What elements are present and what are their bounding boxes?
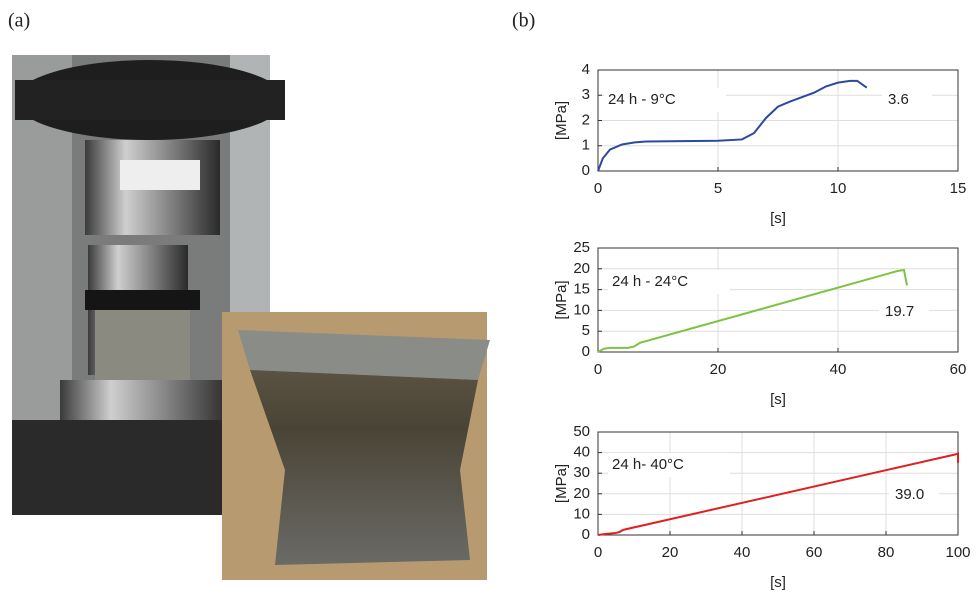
peak-label: 39.0	[895, 486, 924, 503]
annotation-box	[882, 88, 932, 112]
y-tick-label: 0	[582, 162, 590, 179]
y-tick-label: 30	[573, 464, 590, 481]
annotation-box	[879, 300, 929, 324]
data-line	[597, 452, 959, 536]
x-tick-label: 5	[714, 180, 722, 197]
annotation-box	[604, 88, 726, 112]
x-axis-label: [s]	[770, 391, 786, 408]
data-line	[597, 268, 908, 353]
x-tick-label: 80	[878, 544, 895, 561]
y-axis-label: [MPa]	[553, 464, 570, 503]
annotation: 24 h - 9°C	[608, 91, 676, 108]
y-tick-label: 15	[573, 281, 590, 298]
panel-label: (a)	[8, 10, 30, 32]
x-tick-label: 10	[830, 180, 847, 197]
y-axis-label: [MPa]	[553, 280, 570, 319]
y-tick-label: 10	[573, 301, 590, 318]
x-tick-label: 20	[662, 544, 679, 561]
x-tick-label: 0	[594, 180, 602, 197]
x-tick-label: 0	[594, 544, 602, 561]
y-tick-label: 2	[582, 111, 590, 128]
data-line	[597, 79, 868, 172]
axes-box	[597, 247, 959, 353]
y-tick-label: 1	[582, 137, 590, 154]
annotation: 24 h- 40°C	[612, 456, 684, 473]
y-tick-label: 50	[573, 423, 590, 440]
axes-box	[597, 431, 959, 536]
y-tick-label: 0	[582, 526, 590, 543]
x-axis-label: [s]	[770, 574, 786, 591]
peak-label: 3.6	[888, 91, 909, 108]
annotation-box	[608, 270, 730, 294]
y-tick-label: 3	[582, 86, 590, 103]
y-tick-label: 40	[573, 444, 590, 461]
x-tick-label: 40	[830, 361, 847, 378]
x-tick-label: 20	[710, 361, 727, 378]
photo-press	[12, 55, 285, 515]
annotation-box	[889, 483, 939, 507]
x-tick-label: 15	[950, 180, 967, 197]
photo-cube	[222, 312, 490, 580]
annotation-box	[608, 453, 730, 477]
y-axis-label: [MPa]	[553, 101, 570, 140]
panel-label: (b)	[512, 10, 535, 32]
peak-label: 19.7	[885, 303, 914, 320]
y-tick-label: 5	[582, 322, 590, 339]
x-tick-label: 40	[734, 544, 751, 561]
y-tick-label: 0	[582, 343, 590, 360]
y-tick-label: 25	[573, 239, 590, 256]
annotation: 24 h - 24°C	[612, 273, 688, 290]
y-tick-label: 10	[573, 505, 590, 522]
y-tick-label: 4	[582, 61, 590, 78]
x-tick-label: 100	[945, 544, 970, 561]
axes-box	[597, 69, 959, 172]
y-tick-label: 20	[573, 260, 590, 277]
x-tick-label: 60	[950, 361, 967, 378]
x-tick-label: 60	[806, 544, 823, 561]
x-tick-label: 0	[594, 361, 602, 378]
x-axis-label: [s]	[770, 210, 786, 227]
y-tick-label: 20	[573, 485, 590, 502]
